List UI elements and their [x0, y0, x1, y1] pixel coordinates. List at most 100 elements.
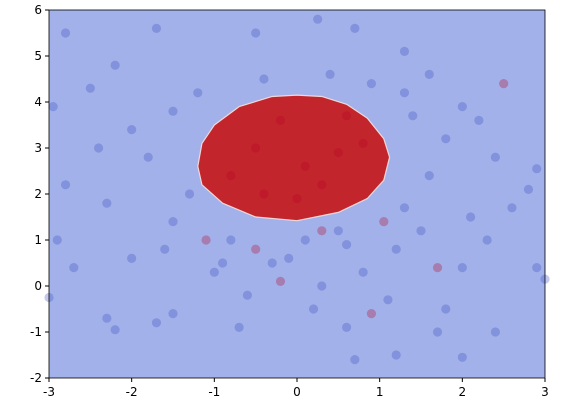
point [342, 111, 352, 121]
y-tick-label: 5 [34, 49, 42, 63]
decision-region [197, 94, 391, 222]
point [69, 263, 79, 273]
point [350, 23, 360, 33]
point [333, 226, 343, 236]
point [251, 244, 261, 254]
point [168, 309, 178, 319]
point [416, 226, 426, 236]
point [110, 60, 120, 70]
x-tick-label: -2 [126, 385, 138, 399]
point [292, 194, 302, 204]
x-tick-label: 0 [293, 385, 301, 399]
point [102, 198, 112, 208]
point [317, 226, 327, 236]
point [532, 263, 542, 273]
point [313, 14, 323, 24]
point [218, 258, 228, 268]
x-tick-label: 1 [376, 385, 384, 399]
point [60, 180, 71, 190]
y-tick-label: 3 [34, 141, 42, 155]
point [466, 212, 476, 222]
point [507, 203, 517, 213]
point [151, 23, 162, 33]
point [259, 74, 269, 84]
point [325, 69, 335, 79]
point [391, 244, 401, 254]
point [275, 276, 286, 286]
point [209, 267, 219, 277]
point [499, 79, 509, 89]
point [379, 217, 389, 227]
point [168, 217, 178, 227]
point [482, 235, 492, 245]
point [60, 28, 71, 38]
point [408, 111, 418, 121]
point [317, 180, 327, 190]
point [342, 322, 352, 332]
point [193, 88, 203, 98]
point [399, 88, 410, 98]
point [399, 46, 410, 57]
point [432, 263, 443, 273]
point [532, 164, 542, 174]
x-tick-label: 3 [541, 385, 549, 399]
point [226, 171, 236, 181]
point [85, 83, 95, 93]
point [317, 281, 327, 291]
y-tick-label: 0 [34, 279, 42, 293]
point [457, 263, 467, 273]
point [358, 267, 368, 277]
point [523, 184, 534, 194]
point [110, 325, 120, 335]
point [424, 69, 434, 79]
y-tick-label: 6 [34, 3, 42, 17]
point [251, 143, 261, 153]
point [168, 106, 178, 116]
point [391, 350, 401, 360]
point [143, 152, 153, 162]
x-tick-label: 2 [459, 385, 467, 399]
point [127, 253, 137, 263]
point [151, 318, 162, 328]
point [234, 322, 244, 332]
point [102, 313, 112, 323]
point [457, 352, 467, 362]
point [275, 115, 286, 125]
point [267, 258, 277, 268]
point [300, 235, 310, 245]
point [226, 235, 236, 245]
point [201, 235, 211, 245]
point [457, 102, 467, 112]
point [350, 355, 360, 365]
point [441, 304, 451, 314]
point [490, 327, 500, 337]
point [432, 327, 443, 337]
point [259, 189, 269, 199]
point [474, 115, 484, 125]
point [424, 171, 434, 181]
point [342, 240, 352, 250]
x-tick-label: -1 [208, 385, 220, 399]
point [366, 309, 376, 319]
point [308, 304, 319, 314]
point [358, 138, 368, 148]
y-tick-label: -2 [30, 371, 42, 385]
point [127, 125, 137, 135]
point [284, 253, 294, 263]
point [441, 134, 451, 144]
x-tick-label: -3 [43, 385, 55, 399]
point [94, 143, 104, 153]
point [52, 235, 62, 245]
y-tick-label: 1 [34, 233, 42, 247]
point [383, 295, 393, 305]
point [48, 102, 58, 112]
point [333, 148, 343, 158]
point [251, 28, 261, 38]
point [490, 152, 500, 162]
point [399, 203, 410, 213]
point [300, 161, 310, 171]
y-tick-label: -1 [30, 325, 42, 339]
y-tick-label: 2 [34, 187, 42, 201]
point [242, 290, 252, 300]
